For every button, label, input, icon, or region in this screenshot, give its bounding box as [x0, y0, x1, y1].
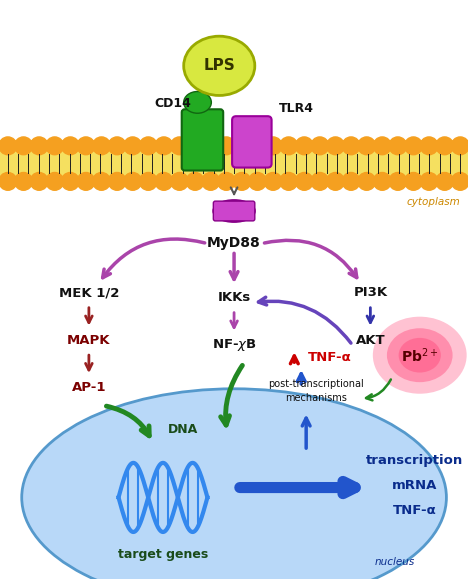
Circle shape — [202, 137, 219, 154]
Text: nucleus: nucleus — [374, 557, 415, 567]
FancyBboxPatch shape — [232, 116, 272, 167]
Circle shape — [248, 173, 266, 190]
Circle shape — [327, 173, 344, 190]
Circle shape — [233, 137, 251, 154]
Circle shape — [342, 137, 360, 154]
Circle shape — [264, 137, 282, 154]
Text: IKKs: IKKs — [218, 292, 251, 304]
Circle shape — [30, 137, 48, 154]
Circle shape — [218, 173, 235, 190]
Circle shape — [46, 137, 64, 154]
Text: LPS: LPS — [203, 58, 235, 73]
Text: TNF-α: TNF-α — [393, 504, 437, 517]
Circle shape — [327, 137, 344, 154]
Circle shape — [92, 137, 110, 154]
Circle shape — [436, 173, 454, 190]
Text: transcription: transcription — [366, 454, 464, 468]
Circle shape — [218, 137, 235, 154]
Text: MEK 1/2: MEK 1/2 — [59, 286, 119, 300]
Text: mechanisms: mechanisms — [285, 392, 347, 403]
Circle shape — [436, 137, 454, 154]
Circle shape — [139, 137, 157, 154]
Circle shape — [202, 173, 219, 190]
Circle shape — [139, 173, 157, 190]
Circle shape — [295, 137, 313, 154]
Circle shape — [420, 173, 438, 190]
Text: AKT: AKT — [356, 334, 385, 347]
Ellipse shape — [399, 338, 441, 373]
Circle shape — [374, 137, 391, 154]
Circle shape — [451, 173, 469, 190]
Circle shape — [124, 137, 142, 154]
Ellipse shape — [213, 200, 255, 222]
Circle shape — [311, 137, 329, 154]
Circle shape — [280, 173, 298, 190]
Circle shape — [155, 137, 173, 154]
Circle shape — [15, 173, 32, 190]
Circle shape — [186, 137, 204, 154]
Circle shape — [0, 137, 17, 154]
Bar — [0, 140, 468, 187]
Text: CD14: CD14 — [155, 97, 191, 110]
Circle shape — [92, 173, 110, 190]
Circle shape — [171, 173, 188, 190]
Circle shape — [77, 137, 95, 154]
Circle shape — [233, 173, 251, 190]
Circle shape — [295, 173, 313, 190]
Circle shape — [77, 173, 95, 190]
Circle shape — [280, 137, 298, 154]
Text: target genes: target genes — [118, 548, 208, 561]
Text: AP-1: AP-1 — [72, 381, 106, 394]
Text: TLR4: TLR4 — [279, 102, 314, 115]
Circle shape — [46, 173, 64, 190]
Ellipse shape — [184, 36, 255, 96]
Circle shape — [62, 173, 79, 190]
Circle shape — [155, 173, 173, 190]
Text: post-transcriptional: post-transcriptional — [268, 379, 364, 389]
Circle shape — [62, 137, 79, 154]
Circle shape — [389, 173, 407, 190]
Circle shape — [264, 173, 282, 190]
Circle shape — [124, 173, 142, 190]
Circle shape — [108, 173, 126, 190]
Text: DNA: DNA — [168, 423, 198, 436]
Ellipse shape — [387, 328, 453, 382]
Circle shape — [248, 137, 266, 154]
Circle shape — [404, 173, 422, 190]
Circle shape — [404, 137, 422, 154]
Circle shape — [30, 173, 48, 190]
Ellipse shape — [373, 317, 467, 394]
Circle shape — [171, 137, 188, 154]
Circle shape — [108, 137, 126, 154]
Circle shape — [0, 173, 17, 190]
Circle shape — [15, 137, 32, 154]
Text: MyD88: MyD88 — [207, 236, 261, 250]
Text: mRNA: mRNA — [392, 479, 438, 492]
FancyBboxPatch shape — [182, 109, 223, 170]
Text: PI3K: PI3K — [353, 286, 387, 300]
Circle shape — [389, 137, 407, 154]
Text: cytoplasm: cytoplasm — [407, 197, 460, 207]
Text: NF-$\chi$B: NF-$\chi$B — [212, 338, 256, 353]
Text: TNF-α: TNF-α — [308, 351, 352, 364]
Text: MAPK: MAPK — [67, 334, 110, 347]
Ellipse shape — [184, 92, 211, 113]
Circle shape — [186, 173, 204, 190]
Circle shape — [358, 137, 375, 154]
Ellipse shape — [22, 389, 447, 583]
Circle shape — [342, 173, 360, 190]
Circle shape — [358, 173, 375, 190]
Circle shape — [311, 173, 329, 190]
Text: Pb$^{2+}$: Pb$^{2+}$ — [401, 346, 438, 364]
Circle shape — [420, 137, 438, 154]
FancyBboxPatch shape — [213, 201, 255, 221]
Circle shape — [451, 137, 469, 154]
Circle shape — [374, 173, 391, 190]
